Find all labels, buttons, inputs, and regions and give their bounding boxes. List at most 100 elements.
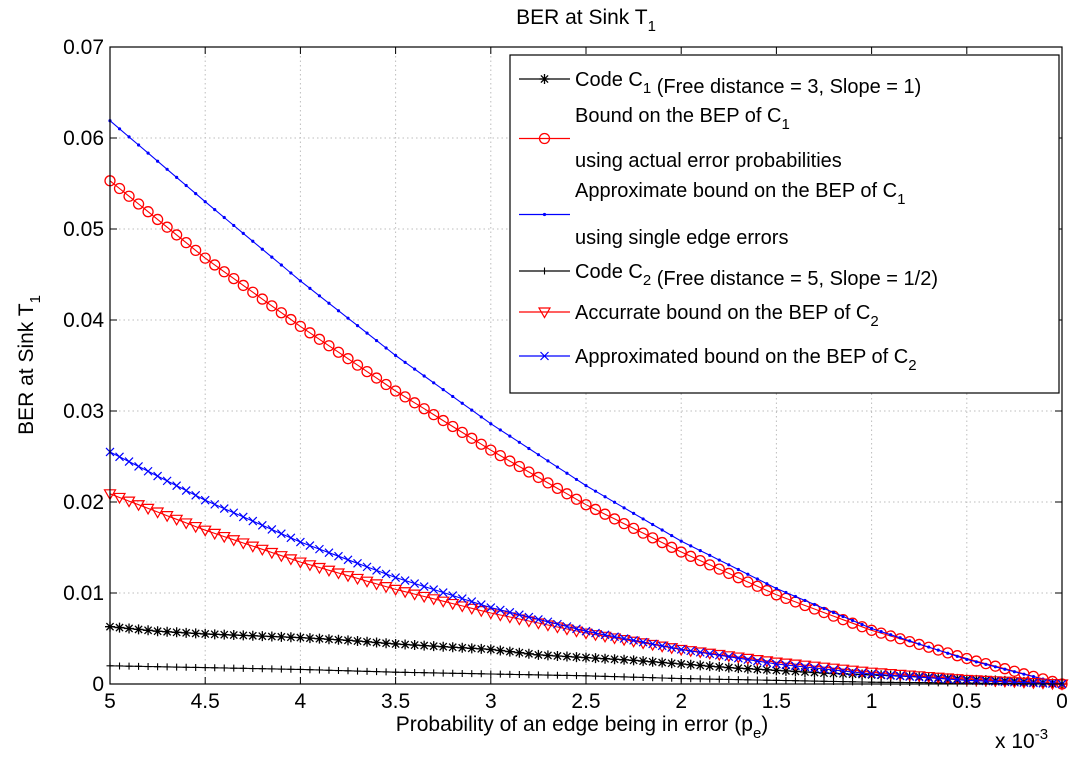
data-point-marker	[485, 644, 496, 655]
series-3	[108, 119, 1064, 686]
data-point-marker	[173, 663, 181, 671]
data-point-marker	[342, 353, 354, 365]
data-point-marker	[248, 516, 258, 526]
data-point-marker	[784, 590, 788, 595]
data-point-marker	[341, 571, 355, 583]
data-point-marker	[886, 670, 896, 680]
data-point-marker	[774, 586, 779, 591]
data-point-marker	[219, 629, 230, 640]
data-point-marker	[325, 666, 333, 674]
data-point-marker	[418, 403, 430, 415]
legend-item-6: Approximated bound on the BEP of C2	[519, 346, 917, 374]
data-point-marker	[343, 555, 353, 565]
data-point-marker	[580, 499, 592, 511]
data-point-marker	[143, 466, 153, 476]
data-point-marker	[287, 665, 295, 673]
data-point-marker	[846, 665, 860, 677]
data-point-marker	[514, 610, 524, 620]
data-point-marker	[409, 640, 420, 651]
data-point-marker	[905, 672, 915, 681]
data-point-marker	[793, 594, 798, 599]
data-point-marker	[1003, 667, 1007, 671]
data-point-marker	[524, 612, 534, 622]
data-point-marker	[723, 662, 734, 673]
data-point-marker	[323, 340, 335, 352]
data-point-marker	[286, 533, 296, 543]
data-point-marker	[782, 677, 790, 685]
data-point-marker	[1038, 678, 1048, 688]
legend-item-3: Approximate bound on the BEP of C1 using …	[519, 180, 905, 249]
data-point-marker	[866, 669, 877, 680]
data-point-marker	[752, 656, 762, 666]
data-point-marker	[210, 499, 220, 509]
data-point-marker	[771, 665, 782, 676]
data-point-marker	[180, 236, 192, 249]
data-point-marker	[477, 670, 485, 678]
data-point-marker	[343, 635, 353, 646]
data-point-marker	[563, 671, 571, 679]
y-tick-label: 0.07	[63, 36, 104, 59]
data-point-marker	[306, 666, 314, 674]
data-point-marker	[675, 546, 687, 558]
y-tick-label: 0.02	[63, 491, 104, 514]
data-point-marker	[277, 665, 285, 673]
data-point-marker	[351, 359, 364, 371]
data-point-marker	[487, 670, 495, 678]
data-point-marker	[889, 633, 893, 637]
data-point-marker	[676, 644, 686, 654]
data-point-marker	[447, 420, 459, 433]
data-point-marker	[781, 660, 791, 670]
data-point-marker	[553, 671, 561, 679]
data-point-marker	[132, 198, 145, 210]
legend-label: Approximated bound on the BEP of C2	[575, 346, 917, 374]
data-point-marker	[801, 677, 809, 685]
data-point-marker	[732, 572, 744, 584]
data-point-marker	[687, 675, 695, 683]
data-point-marker	[257, 631, 268, 642]
data-point-marker	[527, 446, 531, 451]
y-tick-label: 0.01	[63, 582, 104, 605]
data-point-marker	[763, 676, 771, 684]
data-point-marker	[826, 663, 841, 675]
data-point-marker	[398, 587, 412, 599]
data-point-marker	[133, 624, 144, 635]
x-tick-label: 4	[295, 690, 307, 713]
data-point-marker	[189, 521, 203, 534]
data-point-marker	[446, 598, 460, 611]
data-point-marker	[561, 651, 572, 662]
x-axis-label: Probability of an edge being in error (p…	[396, 713, 769, 742]
data-point-marker	[175, 175, 179, 180]
data-point-marker	[705, 649, 715, 659]
data-point-marker	[451, 394, 455, 399]
data-point-marker	[641, 517, 645, 521]
legend: Code C1 (Free distance = 3, Slope = 1) Bo…	[509, 54, 1060, 394]
data-point-marker	[172, 481, 182, 491]
data-point-marker	[439, 669, 447, 677]
data-point-marker	[489, 422, 493, 426]
data-point-marker	[276, 631, 287, 642]
data-point-marker	[534, 671, 542, 679]
data-point-marker	[495, 605, 505, 615]
data-point-marker	[266, 631, 277, 642]
data-point-marker	[513, 460, 526, 473]
data-point-marker	[275, 307, 288, 319]
data-point-marker	[162, 476, 172, 486]
data-point-marker	[908, 639, 912, 643]
data-point-marker	[799, 666, 810, 677]
data-point-marker	[646, 639, 660, 652]
data-point-marker	[230, 664, 238, 672]
data-point-marker	[974, 660, 978, 664]
data-point-marker	[525, 671, 533, 679]
data-point-marker	[308, 286, 312, 290]
data-point-marker	[217, 531, 231, 544]
data-point-marker	[517, 440, 521, 444]
data-point-marker	[170, 514, 184, 526]
data-point-marker	[229, 508, 239, 518]
data-point-marker	[144, 663, 152, 671]
data-point-marker	[165, 167, 169, 171]
data-point-marker	[179, 518, 193, 530]
data-point-marker	[537, 307, 552, 319]
data-point-marker	[360, 576, 374, 588]
data-point-marker	[160, 511, 174, 523]
